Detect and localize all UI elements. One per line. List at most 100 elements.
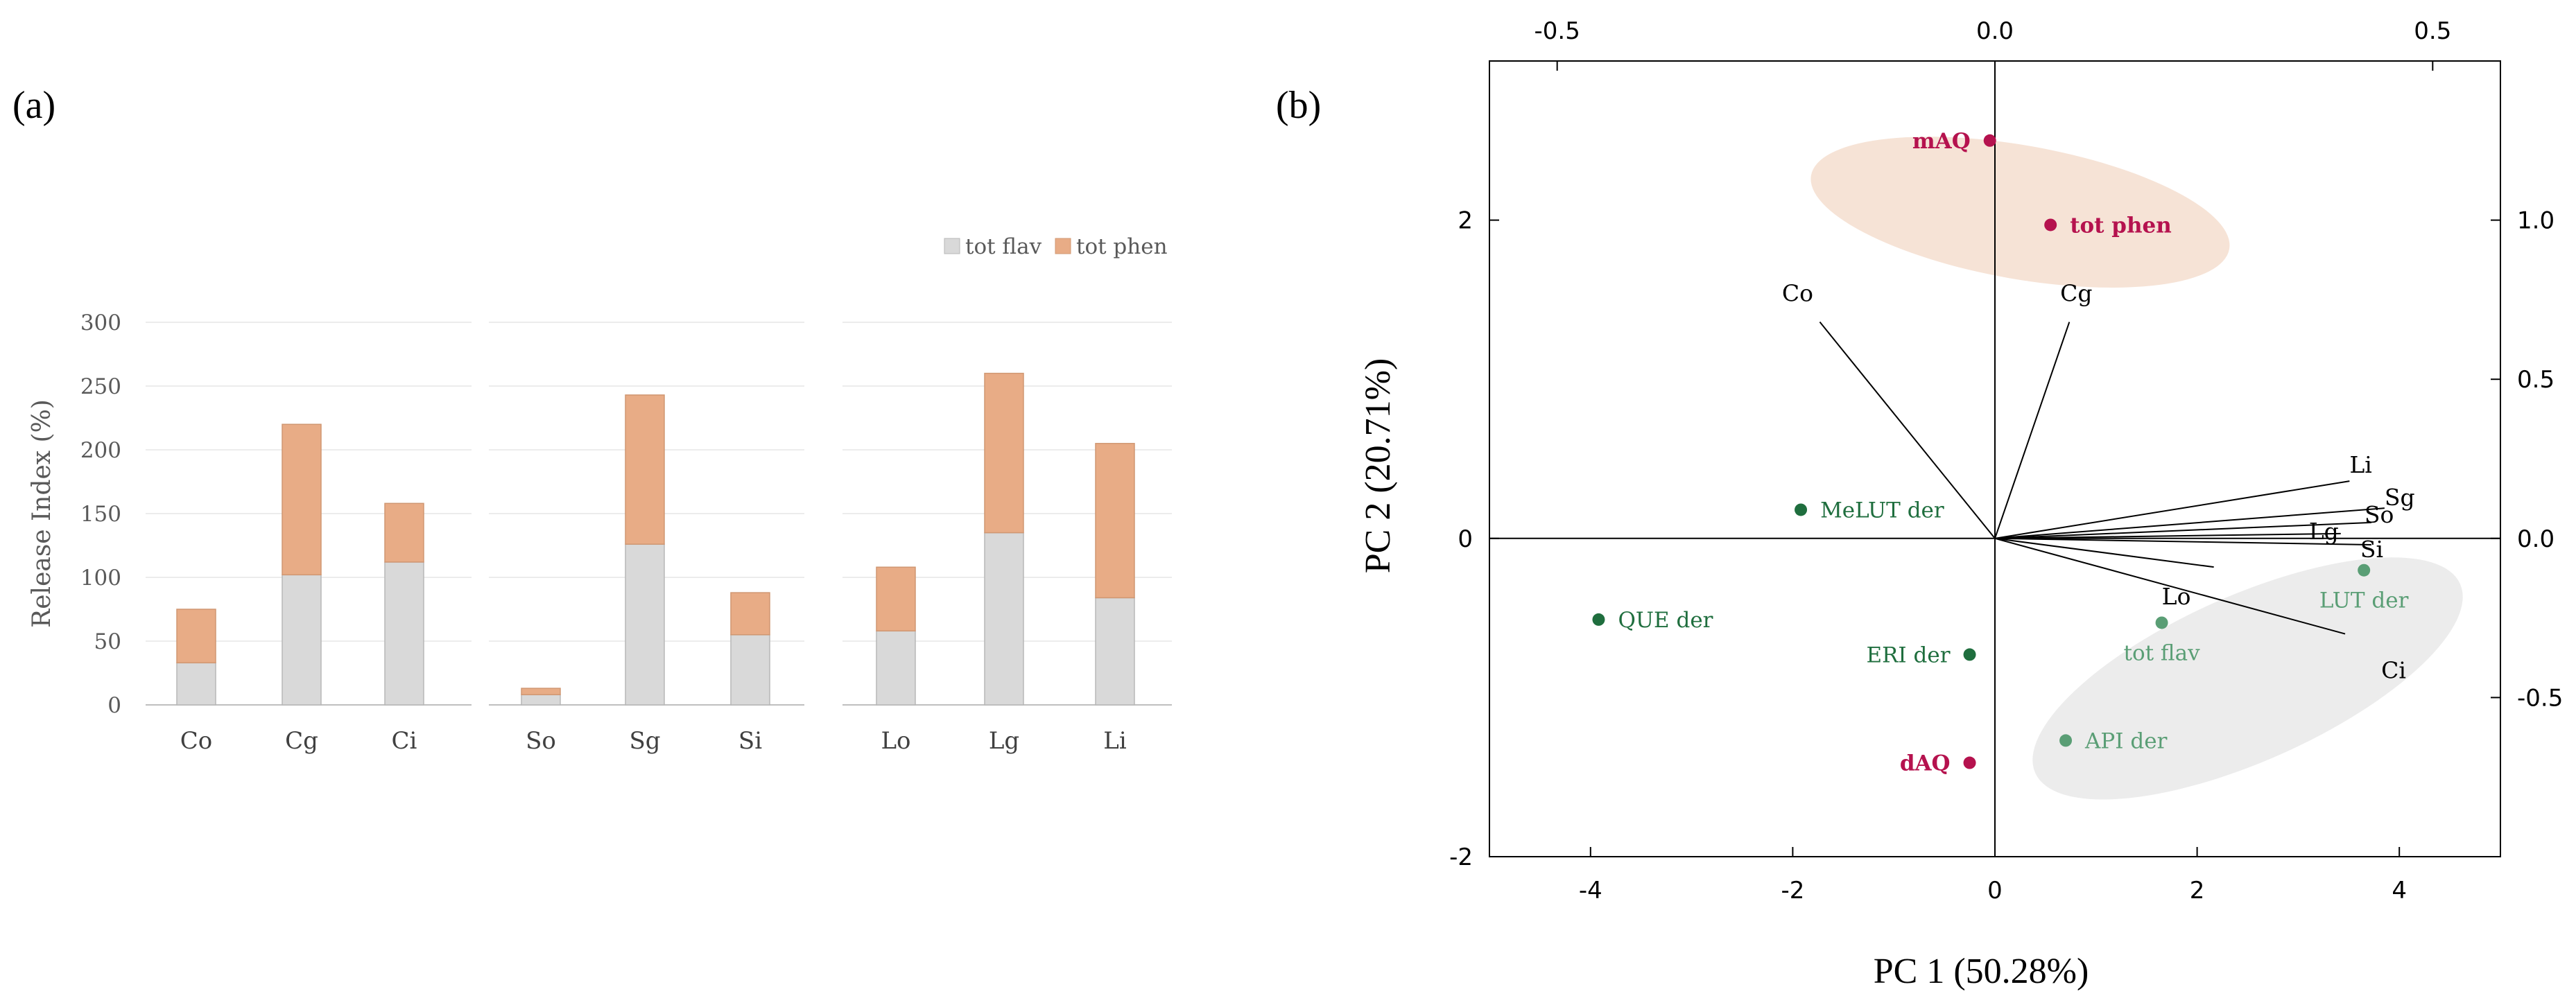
score-point-ERI-der — [1963, 648, 1976, 661]
pca-ellipses — [1810, 137, 2463, 800]
y-tick-label: 200 — [80, 438, 121, 463]
category-label: Si — [738, 727, 762, 755]
category-label: Co — [180, 727, 212, 755]
y-tick-label: 300 — [80, 311, 121, 335]
loading-label-Lo: Lo — [2162, 583, 2191, 610]
y-tick-label: -2 — [1449, 844, 1473, 871]
bar-Li-tot-phen — [1095, 443, 1135, 599]
score-point-MeLUT-der — [1795, 503, 1808, 516]
y-tick-label: 150 — [80, 502, 121, 527]
loading-label-So: So — [2365, 501, 2394, 528]
group-ellipse-orange — [1810, 137, 2230, 288]
bar-Cg-tot-flav — [282, 574, 322, 706]
x-tick-label: -2 — [1781, 877, 1804, 905]
score-point-mAQ — [1983, 134, 1996, 147]
panel-a-label: (a) — [12, 84, 55, 127]
top-x-tick-label: -0.5 — [1535, 17, 1580, 45]
legend-label-tot-phen: tot phen — [1076, 234, 1168, 259]
y-tick-label: 0 — [1458, 525, 1473, 553]
bar-So-tot-flav — [521, 694, 561, 706]
score-point-tot-flav — [2155, 616, 2168, 629]
bar-Sg-tot-flav — [625, 543, 665, 706]
x-tick-label: 0 — [1987, 877, 2003, 905]
score-label-tot-flav: tot flav — [2124, 640, 2201, 665]
score-label-ERI-der: ERI der — [1866, 643, 1950, 667]
loading-label-Li: Li — [2349, 451, 2371, 478]
score-label-QUE-der: QUE der — [1618, 608, 1713, 633]
pca-x-label: PC 1 (50.28%) — [1874, 952, 2089, 991]
x-tick-label: -4 — [1579, 877, 1602, 905]
category-label: Cg — [285, 727, 318, 755]
y-tick-label: 250 — [80, 374, 121, 399]
score-label-mAQ: mAQ — [1912, 129, 1971, 154]
category-label: Ci — [392, 727, 417, 755]
top-x-tick-label: 0.0 — [1976, 17, 2014, 45]
bar-Sg-tot-phen — [625, 394, 665, 545]
bar-Lg-tot-flav — [984, 532, 1024, 706]
right-y-tick-label: 0.0 — [2517, 525, 2555, 553]
bar-chart-y-label: Release Index (%) — [28, 399, 56, 628]
score-point-QUE-der — [1592, 613, 1605, 626]
right-y-tick-label: -0.5 — [2517, 684, 2563, 712]
pca-ticks: -4 -2 0 2 4 -2 0 2 -0.5 0.0 0.5 -0.5 0.0 0.5 1.0 — [1449, 17, 2563, 905]
score-point-dAQ — [1963, 756, 1976, 769]
bar-Ci-tot-flav — [384, 561, 424, 706]
category-label: Sg — [629, 727, 660, 755]
loading-label-Sg: Sg — [2385, 484, 2415, 511]
bar-chart-y-ticks: 0 50 100 150 200 250 300 — [80, 311, 121, 718]
bar-Si-tot-flav — [730, 634, 770, 706]
score-label-MeLUT-der: MeLUT der — [1820, 498, 1944, 523]
y-tick-label: 50 — [94, 629, 121, 654]
loading-vector-Co — [1819, 321, 1996, 539]
loading-label-Cg: Cg — [2060, 280, 2092, 307]
loading-vector-Li — [1994, 480, 2350, 539]
stacked-bar-chart: 0 50 100 150 200 250 300 Release Index (%) Co C… — [28, 234, 1172, 755]
bar-Cg-tot-phen — [282, 423, 322, 576]
x-tick-label: 2 — [2190, 877, 2205, 905]
right-y-tick-label: 0.5 — [2517, 366, 2555, 394]
legend-label-tot-flav: tot flav — [965, 234, 1042, 259]
bar-Ci-tot-phen — [384, 503, 424, 563]
top-x-tick-label: 0.5 — [2414, 17, 2451, 45]
bar-Co-tot-phen — [176, 609, 216, 664]
loading-label-Lg: Lg — [2309, 518, 2339, 545]
bar-Co-tot-flav — [176, 662, 216, 706]
bar-Lo-tot-flav — [876, 630, 916, 706]
category-label: Lo — [881, 727, 910, 755]
score-label-dAQ: dAQ — [1900, 751, 1951, 776]
pca-points: mAQ tot phen MeLUT der QUE der ERI der dAQ tot… — [1592, 129, 2409, 776]
loading-vector-Sg — [1994, 507, 2385, 539]
category-label: Lg — [989, 727, 1019, 755]
bar-Si-tot-phen — [730, 592, 770, 636]
pca-biplot: -4 -2 0 2 4 -2 0 2 -0.5 0.0 0.5 -0.5 0.0 0.5 1.0 Co Cg L… — [1358, 17, 2563, 991]
legend-swatch-tot-phen — [1055, 238, 1071, 254]
loading-label-Si: Si — [2360, 536, 2383, 563]
score-label-tot-phen: tot phen — [2070, 213, 2172, 238]
y-tick-label: 100 — [80, 566, 121, 591]
right-y-tick-label: 1.0 — [2517, 207, 2555, 235]
loading-label-Ci: Ci — [2381, 657, 2406, 684]
panel-b-label: (b) — [1276, 84, 1321, 127]
pca-y-label: PC 2 (20.71%) — [1358, 358, 1398, 574]
y-tick-label: 2 — [1458, 207, 1473, 235]
group-ellipse-grey — [2032, 557, 2463, 800]
bar-Lg-tot-phen — [984, 372, 1024, 534]
loading-label-Co: Co — [1782, 280, 1813, 307]
score-point-tot-phen — [2044, 218, 2057, 231]
score-label-LUT-der: LUT der — [2319, 588, 2409, 613]
score-label-API-der: API der — [2084, 728, 2168, 753]
bar-Lo-tot-phen — [876, 566, 916, 632]
loading-vector-Ci — [1994, 537, 2346, 635]
loading-vector-Lg — [1994, 532, 2341, 539]
bar-chart-categories: Co Cg Ci So Sg Si Lo Lg Li — [180, 727, 1127, 755]
y-tick-label: 0 — [107, 693, 121, 718]
pca-frame — [1489, 60, 2501, 857]
bar-Li-tot-flav — [1095, 597, 1135, 706]
loading-vector-Si — [1994, 537, 2371, 545]
loading-vector-Cg — [1994, 322, 2071, 539]
score-point-API-der — [2059, 734, 2073, 747]
loading-vector-So — [1994, 521, 2371, 539]
category-label: Li — [1103, 727, 1127, 755]
